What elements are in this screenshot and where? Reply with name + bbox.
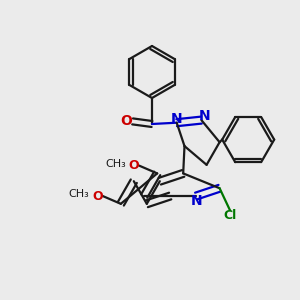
Text: CH₃: CH₃ (105, 159, 126, 169)
Text: N: N (190, 194, 202, 208)
Text: N: N (171, 112, 182, 126)
Text: CH₃: CH₃ (69, 189, 90, 199)
Text: O: O (92, 190, 103, 202)
Text: Cl: Cl (224, 209, 237, 222)
Text: N: N (199, 109, 210, 123)
Text: O: O (129, 159, 140, 172)
Text: O: O (121, 114, 133, 128)
